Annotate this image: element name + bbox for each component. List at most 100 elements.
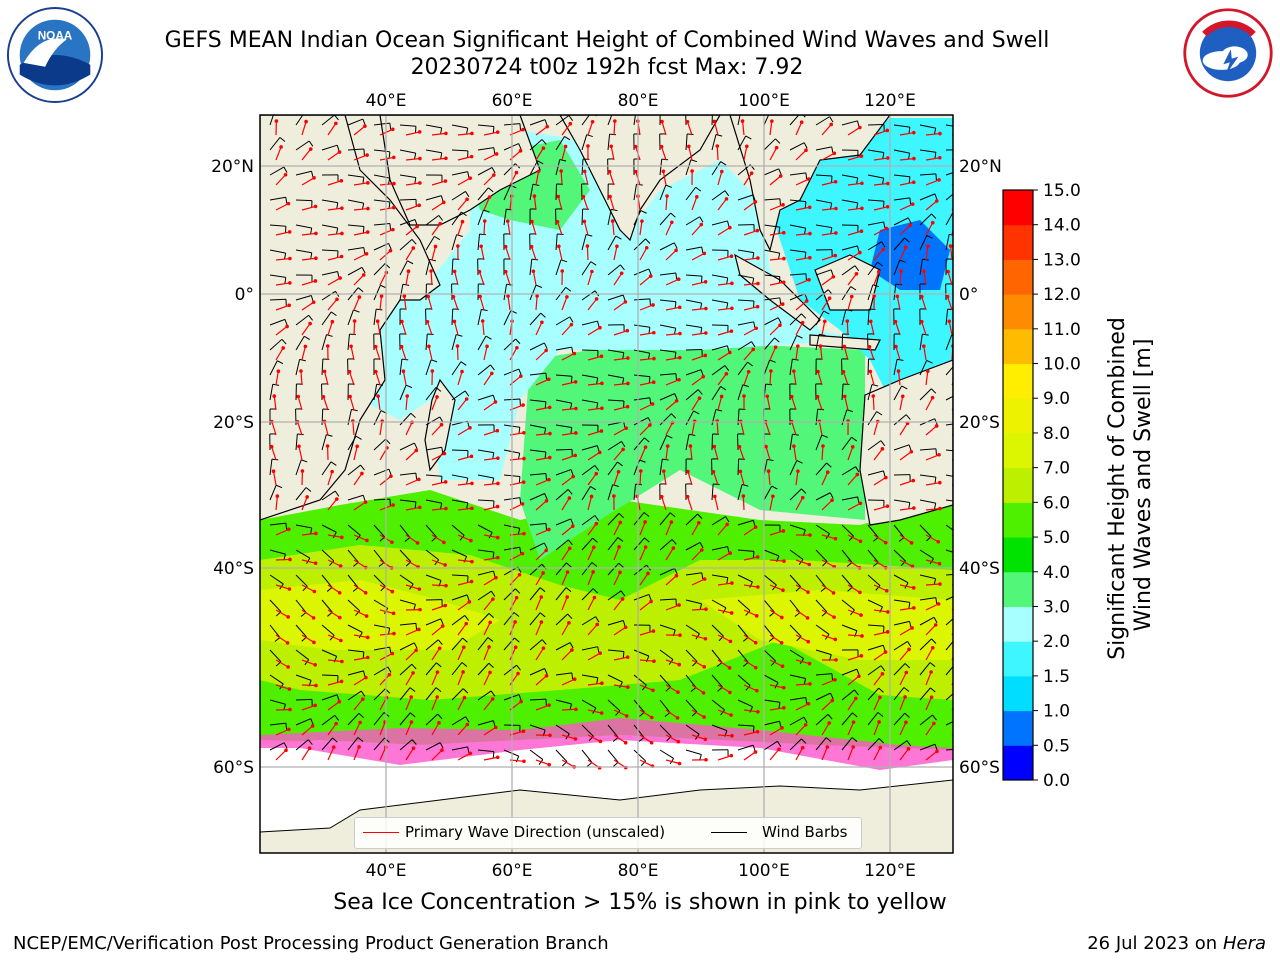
wind-barb-flag <box>715 408 723 412</box>
wave-arrow <box>769 748 780 761</box>
wave-arrow-head <box>495 535 500 540</box>
wave-arrow <box>431 647 441 661</box>
wave-arrow-head <box>312 176 316 180</box>
wave-arrow-head <box>756 281 760 286</box>
wave-arrow-head <box>330 319 335 324</box>
wind-barb <box>555 699 572 705</box>
wind-barb <box>451 124 468 129</box>
wind-barb <box>815 649 832 656</box>
wind-barb <box>893 740 908 751</box>
wind-barb <box>607 484 614 501</box>
wave-arrow-head <box>886 156 890 160</box>
wave-arrow <box>843 346 849 361</box>
wind-barb <box>945 309 949 326</box>
wave-arrow <box>405 450 417 461</box>
wave-arrow-head <box>513 645 518 650</box>
wave-arrow <box>821 584 834 594</box>
wind-barb <box>529 749 544 760</box>
wind-barb <box>633 184 637 201</box>
wind-barb-flag <box>960 478 961 484</box>
wave-arrow <box>716 145 719 161</box>
wave-arrow-head <box>624 714 629 718</box>
colorbar-tick-label: 9.0 <box>1043 389 1070 409</box>
wind-barb-flag <box>929 662 936 667</box>
wave-arrow <box>691 354 706 361</box>
wind-barb <box>581 445 598 451</box>
wind-barb <box>789 172 806 176</box>
wind-barb <box>373 438 387 451</box>
wave-arrow-head <box>830 498 834 503</box>
wave-arrow-head <box>563 144 568 149</box>
wave-arrow <box>795 497 804 511</box>
wind-barb <box>893 499 910 504</box>
wave-arrow <box>608 171 615 186</box>
wave-arrow-head <box>451 294 456 299</box>
wind-barb-flag <box>956 663 961 667</box>
wave-arrow-head <box>850 445 855 449</box>
wind-barb-flag <box>310 252 313 260</box>
wave-arrow <box>613 246 618 261</box>
wave-arrow-head <box>286 527 291 532</box>
wave-arrow <box>743 201 756 211</box>
wave-arrow-head <box>314 531 318 536</box>
wave-arrow-head <box>521 403 525 407</box>
wave-arrow <box>301 346 306 361</box>
wave-arrow <box>873 206 888 211</box>
wave-arrow-head <box>375 319 380 323</box>
wave-arrow-head <box>755 228 760 233</box>
wave-arrow-head <box>677 305 682 310</box>
wave-arrow-head <box>643 545 648 549</box>
wave-arrow-head <box>297 444 301 449</box>
wind-barb-flag <box>829 202 833 210</box>
wind-barb-flag <box>430 359 438 363</box>
wave-arrow <box>899 648 910 661</box>
colorbar-segment <box>1003 432 1033 469</box>
wind-barb <box>295 599 307 613</box>
wave-arrow <box>322 396 329 411</box>
wind-barb <box>425 618 441 626</box>
wind-barb <box>451 716 466 726</box>
wave-arrow <box>301 532 316 536</box>
wave-arrow <box>769 634 782 644</box>
lat-labels-right: 20°N0°20°S40°S60°S <box>959 157 1002 778</box>
wind-barb-flag <box>661 158 669 161</box>
wave-arrow-head <box>674 573 679 578</box>
wind-barb <box>555 562 567 576</box>
wave-arrow-head <box>618 570 622 575</box>
wave-arrow-head <box>414 648 418 653</box>
wave-arrow-head <box>789 394 794 399</box>
wind-barb-flag <box>961 452 962 458</box>
wind-barb-flag <box>801 738 807 744</box>
wind-barb <box>295 524 312 529</box>
wave-arrow-head <box>782 559 786 563</box>
wave-arrow <box>873 673 883 686</box>
wave-arrow-head <box>462 695 467 700</box>
wave-arrow-head <box>275 494 280 498</box>
wind-barb-flag <box>956 363 961 367</box>
wave-arrow <box>353 207 368 211</box>
wind-barb <box>945 596 953 601</box>
wind-barb-flag <box>854 265 860 272</box>
wave-arrow-head <box>719 169 724 174</box>
wind-barb <box>269 338 283 351</box>
wave-arrow-head <box>559 169 563 173</box>
wave-arrow <box>561 476 574 486</box>
wave-arrow <box>353 656 368 661</box>
wind-barb <box>269 384 274 401</box>
wave-arrow <box>873 651 886 661</box>
wave-arrow <box>301 584 315 593</box>
wave-arrow <box>587 523 597 536</box>
wave-arrow-head <box>505 219 510 223</box>
wave-arrow <box>587 327 601 336</box>
wind-barb <box>659 299 676 303</box>
wind-barb-flag <box>437 639 443 646</box>
wind-barb <box>815 269 832 276</box>
wave-arrow <box>535 529 550 536</box>
wave-arrow-head <box>503 244 508 249</box>
wind-barb <box>659 373 676 376</box>
wave-arrow-head <box>806 639 811 644</box>
wave-arrow <box>716 420 719 436</box>
wind-barb <box>425 499 442 504</box>
wave-arrow-head <box>617 545 621 549</box>
wind-barb <box>269 649 282 663</box>
